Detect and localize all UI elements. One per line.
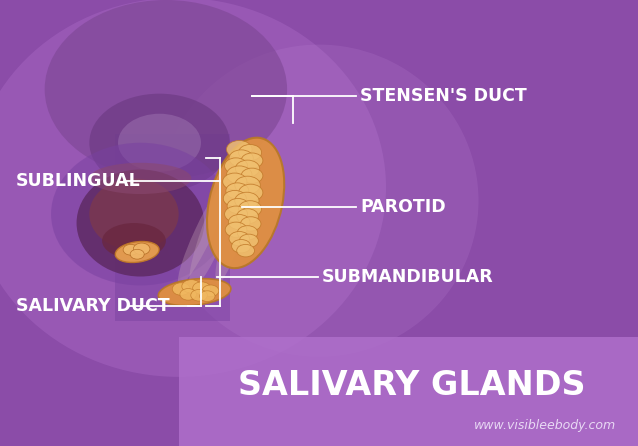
Ellipse shape	[89, 163, 191, 194]
Circle shape	[235, 160, 260, 177]
Text: PAROTID: PAROTID	[360, 198, 446, 216]
Circle shape	[225, 158, 248, 174]
Circle shape	[241, 153, 263, 168]
Circle shape	[133, 243, 150, 255]
Circle shape	[200, 291, 215, 301]
Ellipse shape	[0, 0, 386, 377]
Circle shape	[226, 140, 252, 158]
Ellipse shape	[207, 138, 285, 268]
Text: SUBLINGUAL: SUBLINGUAL	[16, 172, 141, 190]
Circle shape	[202, 285, 219, 297]
Circle shape	[123, 244, 138, 255]
Circle shape	[241, 217, 261, 231]
Ellipse shape	[102, 223, 166, 259]
Circle shape	[237, 226, 258, 240]
Text: SALIVARY DUCT: SALIVARY DUCT	[16, 297, 170, 314]
Ellipse shape	[178, 179, 230, 285]
Ellipse shape	[115, 241, 159, 263]
Circle shape	[226, 183, 249, 199]
Circle shape	[229, 150, 253, 167]
Circle shape	[130, 249, 144, 259]
Circle shape	[193, 282, 211, 294]
Bar	[115, 134, 230, 321]
Ellipse shape	[189, 158, 244, 288]
Ellipse shape	[89, 178, 179, 250]
Ellipse shape	[51, 143, 230, 285]
Ellipse shape	[89, 94, 230, 192]
Ellipse shape	[158, 279, 231, 306]
Ellipse shape	[77, 169, 204, 277]
Circle shape	[172, 283, 190, 295]
Ellipse shape	[160, 45, 478, 357]
Circle shape	[227, 198, 249, 214]
Circle shape	[239, 145, 262, 161]
Circle shape	[235, 192, 259, 209]
Circle shape	[237, 209, 258, 224]
Circle shape	[182, 280, 201, 293]
Circle shape	[239, 234, 258, 248]
Circle shape	[237, 244, 255, 257]
Circle shape	[180, 289, 197, 300]
Circle shape	[223, 173, 247, 190]
Text: www.visibleebody.com: www.visibleebody.com	[473, 419, 616, 433]
Circle shape	[191, 289, 207, 301]
Ellipse shape	[118, 114, 201, 172]
Text: SUBMANDIBULAR: SUBMANDIBULAR	[322, 268, 494, 285]
Circle shape	[226, 166, 252, 184]
Circle shape	[235, 176, 260, 194]
Text: STENSEN'S DUCT: STENSEN'S DUCT	[360, 87, 527, 105]
Circle shape	[241, 168, 263, 183]
Ellipse shape	[215, 162, 257, 284]
Circle shape	[239, 201, 262, 217]
Circle shape	[229, 231, 249, 246]
Circle shape	[228, 215, 250, 230]
Circle shape	[232, 240, 251, 253]
Ellipse shape	[45, 0, 287, 178]
Bar	[179, 337, 638, 446]
Circle shape	[225, 206, 248, 222]
Circle shape	[225, 222, 247, 237]
Text: SALIVARY GLANDS: SALIVARY GLANDS	[238, 369, 585, 402]
Circle shape	[239, 184, 263, 201]
Circle shape	[223, 190, 246, 206]
